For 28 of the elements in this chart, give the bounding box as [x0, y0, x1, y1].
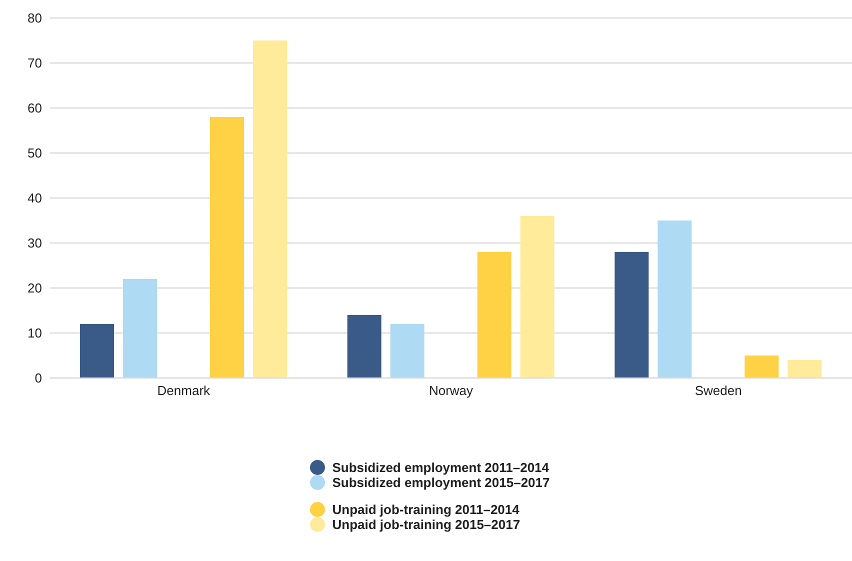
y-tick-label: 0: [34, 370, 42, 386]
legend-label: Subsidized employment 2011–2014: [332, 460, 550, 475]
bar: [614, 252, 649, 378]
bar: [477, 252, 512, 378]
y-tick-label: 20: [28, 280, 42, 296]
y-tick-label: 40: [28, 190, 42, 206]
bar: [658, 220, 692, 378]
bar: [253, 40, 287, 378]
bar: [80, 324, 114, 378]
x-tick-label: Sweden: [694, 383, 742, 398]
x-tick-label: Denmark: [157, 383, 211, 398]
legend-label: Unpaid job-training 2011–2014: [332, 502, 520, 517]
y-tick-label: 10: [28, 326, 42, 341]
bar: [520, 216, 554, 378]
y-tick-label: 60: [28, 100, 42, 116]
bar: [744, 356, 779, 378]
y-tick-label: 70: [28, 56, 42, 71]
y-tick-label: 50: [28, 146, 42, 161]
y-tick-label: 80: [28, 10, 42, 26]
bar: [347, 315, 382, 378]
legend-label: Unpaid job-training 2015–2017: [332, 517, 520, 532]
y-tick-label: 30: [28, 236, 42, 251]
bar: [788, 360, 822, 378]
bar: [390, 324, 424, 378]
bar: [210, 117, 244, 378]
legend-label: Subsidized employment 2015–2017: [332, 475, 550, 490]
x-tick-label: Norway: [428, 383, 474, 398]
bar: [123, 279, 157, 378]
